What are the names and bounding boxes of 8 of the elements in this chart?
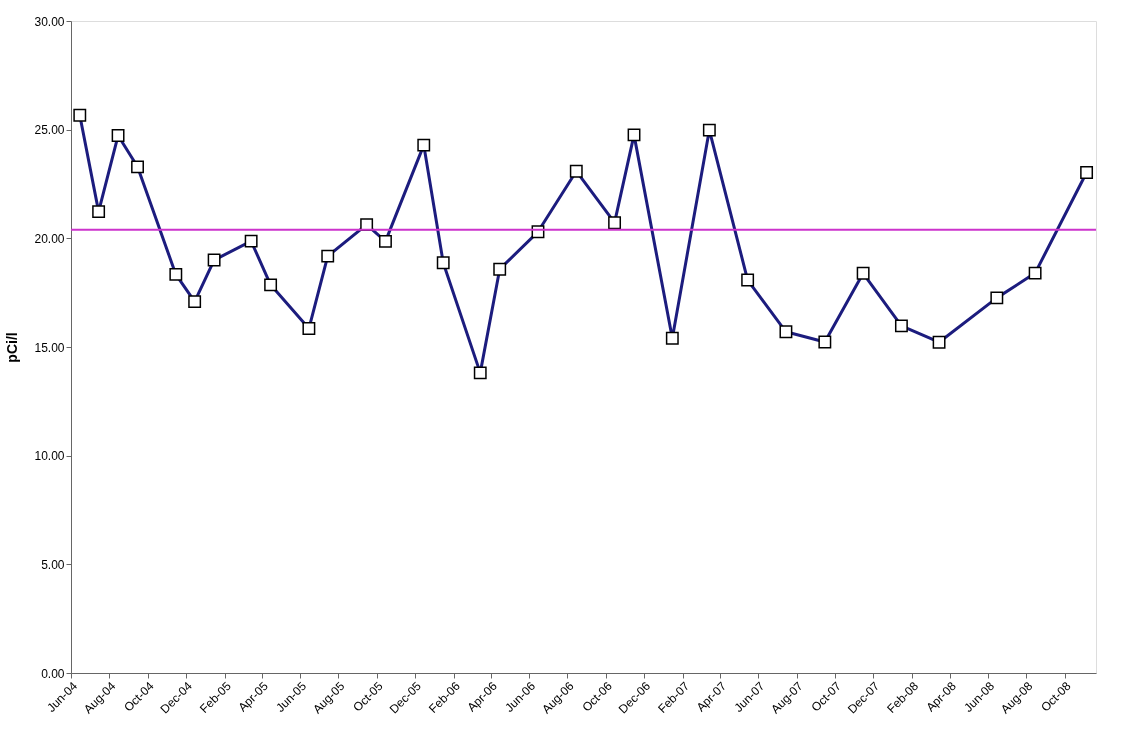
y-tick-label: 15.00: [34, 340, 65, 355]
y-axis-title: pCi/l: [4, 332, 21, 363]
y-tick-label: 25.00: [34, 123, 65, 138]
y-tick-label: 20.00: [34, 231, 65, 246]
y-tick-label: 30.00: [34, 14, 65, 29]
y-tick-label: 5.00: [41, 557, 65, 572]
y-tick-label: 10.00: [34, 449, 65, 464]
y-tick-label: 0.00: [41, 666, 65, 681]
